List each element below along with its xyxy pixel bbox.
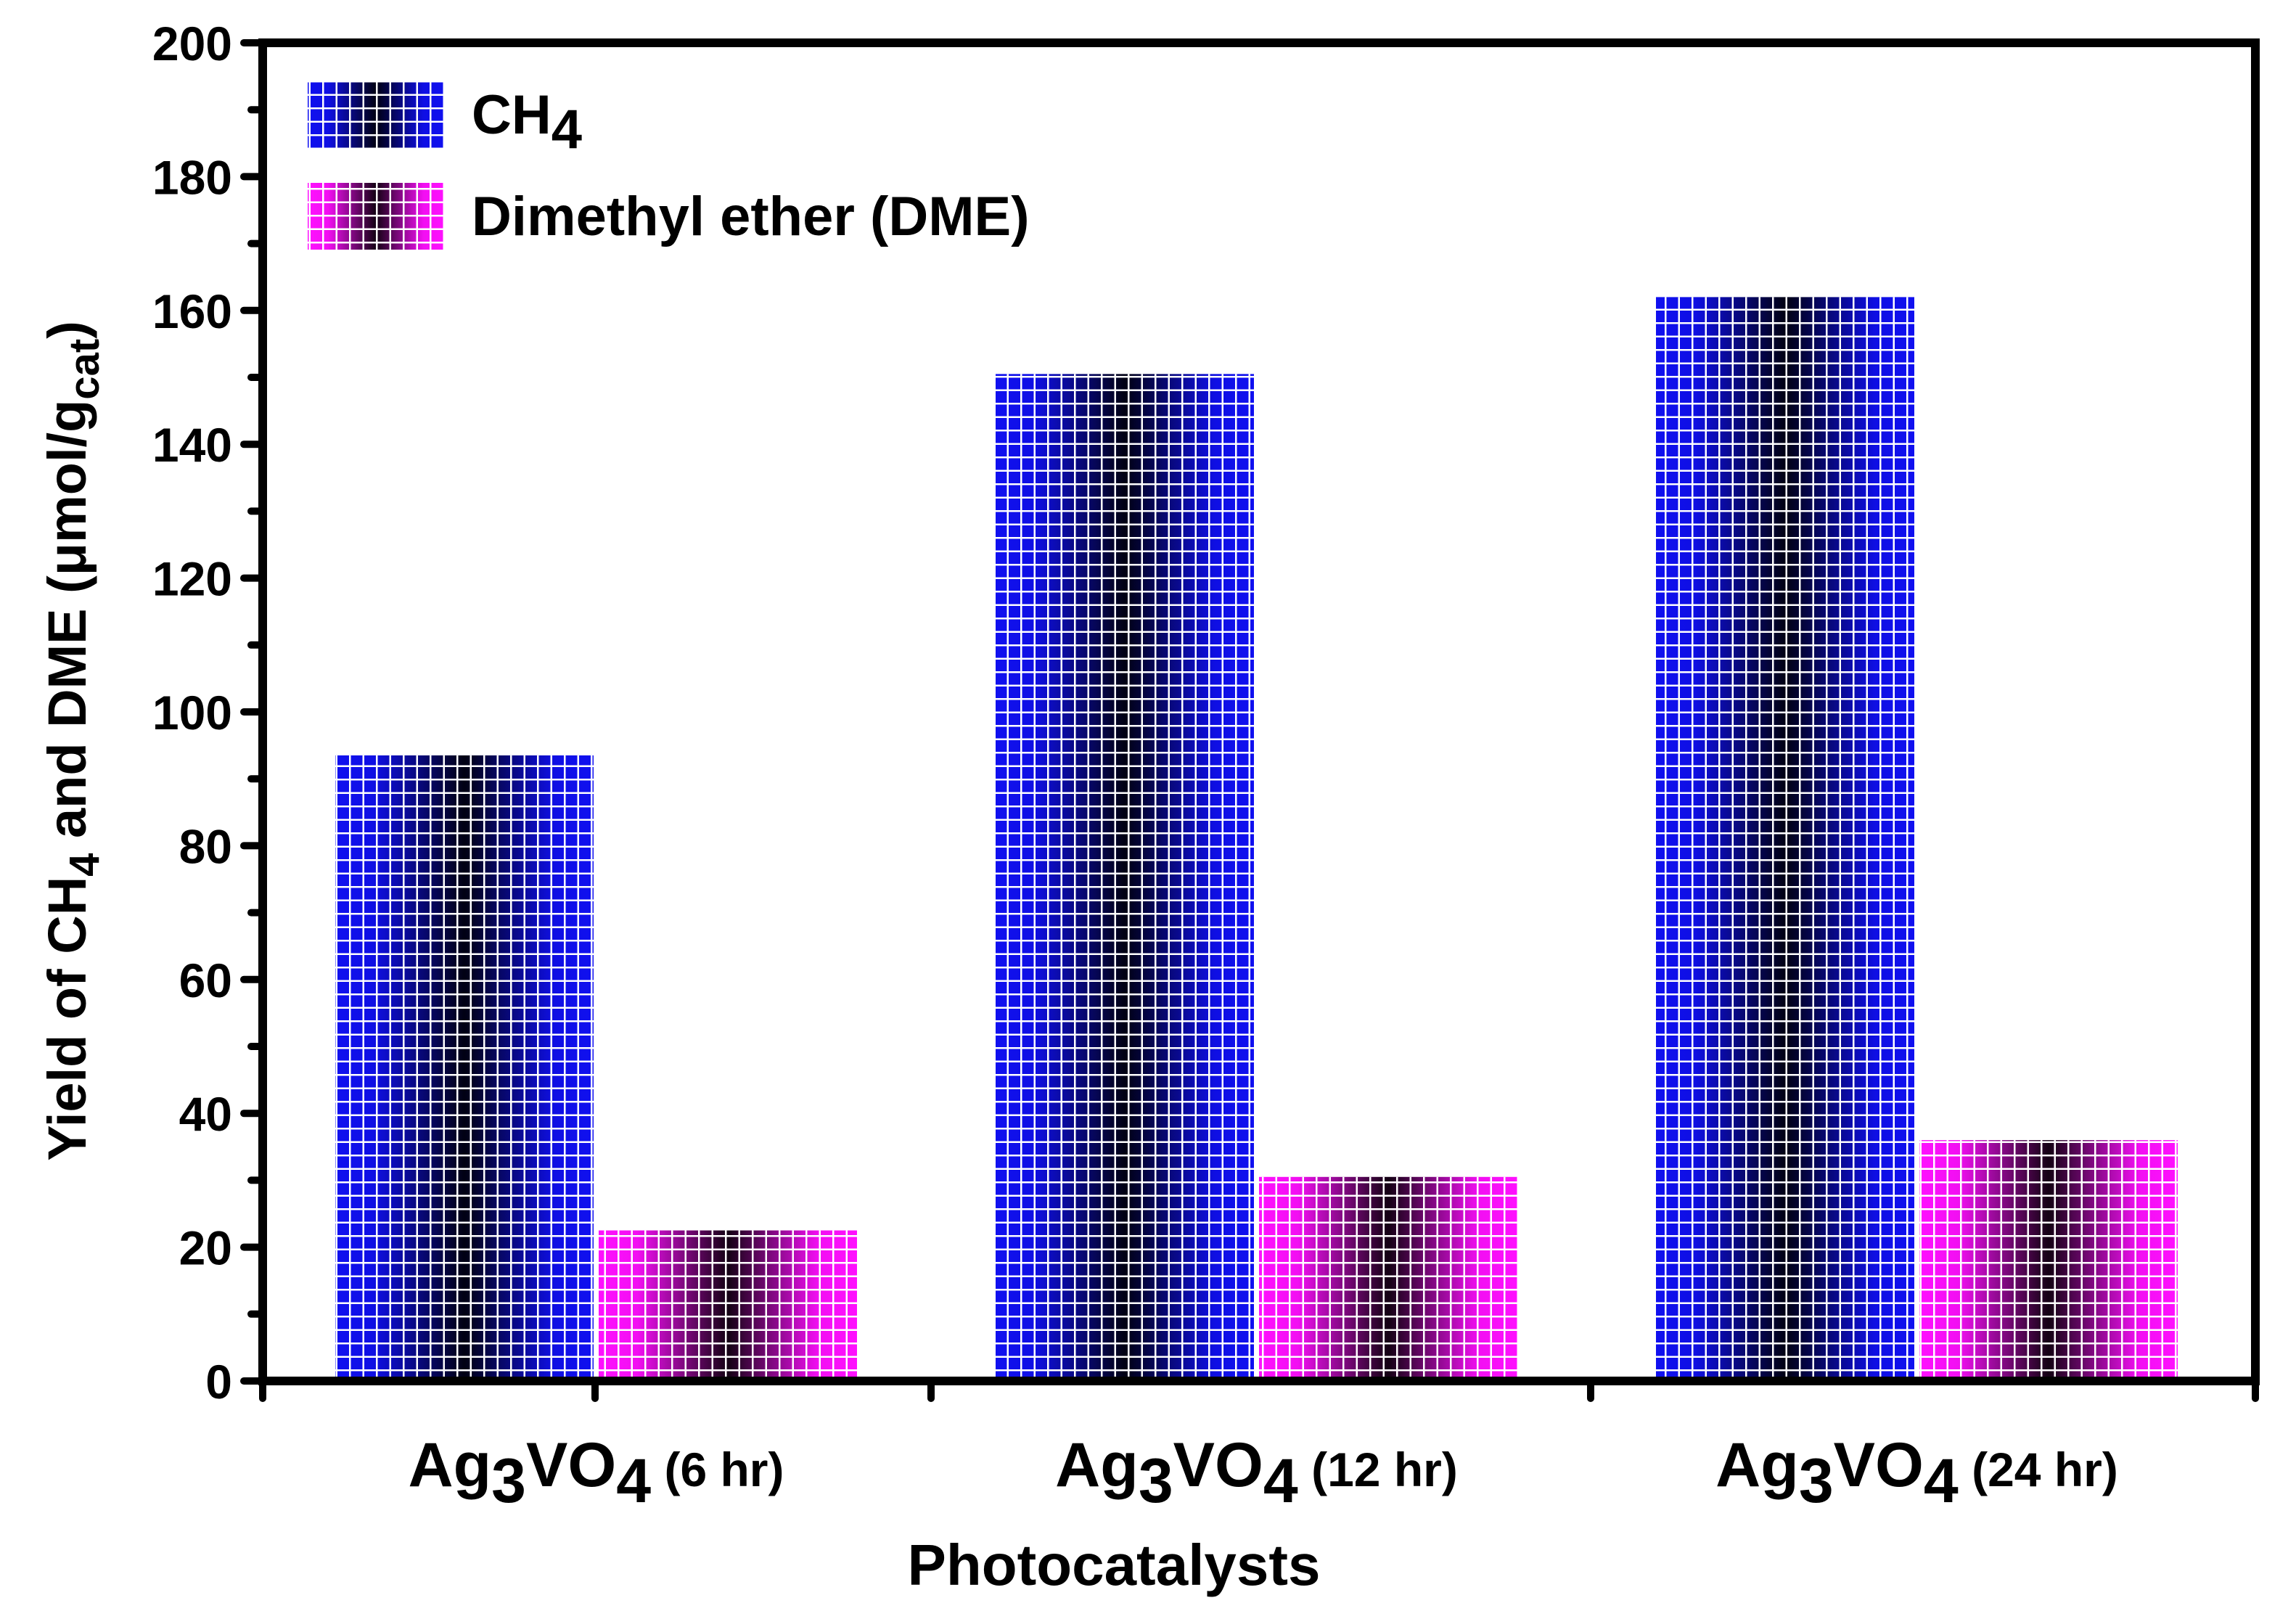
bar-ch-3 [1656, 297, 1914, 1381]
y-tick-label: 160 [152, 284, 232, 338]
x-tick-label-2: Ag3VO4 (12 hr) [1055, 1430, 1458, 1516]
legend-item-1: CH4 [308, 81, 582, 160]
bar-ch-2 [996, 374, 1254, 1381]
legend-swatch-grid [308, 81, 444, 148]
y-tick-label: 120 [152, 552, 232, 606]
x-tick-label-1: Ag3VO4 (6 hr) [409, 1430, 784, 1516]
bar-cell-grid [335, 755, 594, 1381]
y-tick-label: 200 [152, 17, 232, 70]
legend-label: CH4 [472, 84, 582, 160]
bar-cell-grid [996, 374, 1254, 1381]
bars-layer [335, 297, 2178, 1381]
bar-ch-1 [335, 755, 594, 1381]
y-tick-label: 180 [152, 150, 232, 204]
y-tick-label: 0 [205, 1355, 232, 1409]
y-tick-label: 140 [152, 418, 232, 472]
bar-cell-grid [1656, 297, 1914, 1381]
bar-cell-grid [599, 1230, 857, 1381]
bar-dimethyl-ether-dme-2 [1259, 1176, 1517, 1381]
y-tick-label: 80 [179, 819, 232, 873]
legend: CH4 Dimethyl ether (DME) [308, 81, 1030, 250]
legend-item-2: Dimethyl ether (DME) [308, 183, 1030, 250]
x-tick-label-3: Ag3VO4 (24 hr) [1715, 1430, 2118, 1516]
bar-cell-grid [1259, 1176, 1517, 1381]
axes-layer [240, 38, 2260, 1402]
labels-layer: 0 20 40 60 80 100 120 140 160 180 200 Ag3VO4 (6 hr)… [37, 17, 2118, 1597]
bar-dimethyl-ether-dme-3 [1919, 1140, 2178, 1381]
legend-swatch-grid [308, 183, 444, 250]
legend-label: Dimethyl ether (DME) [472, 186, 1030, 247]
bar-dimethyl-ether-dme-1 [599, 1230, 857, 1381]
y-axis-title: Yield of CH4 and DME (μmol/gcat) [37, 321, 108, 1161]
y-tick-label: 100 [152, 686, 232, 739]
y-tick-label: 40 [179, 1087, 232, 1141]
bar-cell-grid [1919, 1140, 2178, 1381]
x-axis-title: Photocatalysts [907, 1533, 1320, 1597]
y-tick-label: 20 [179, 1221, 232, 1275]
y-tick-label: 60 [179, 954, 232, 1007]
